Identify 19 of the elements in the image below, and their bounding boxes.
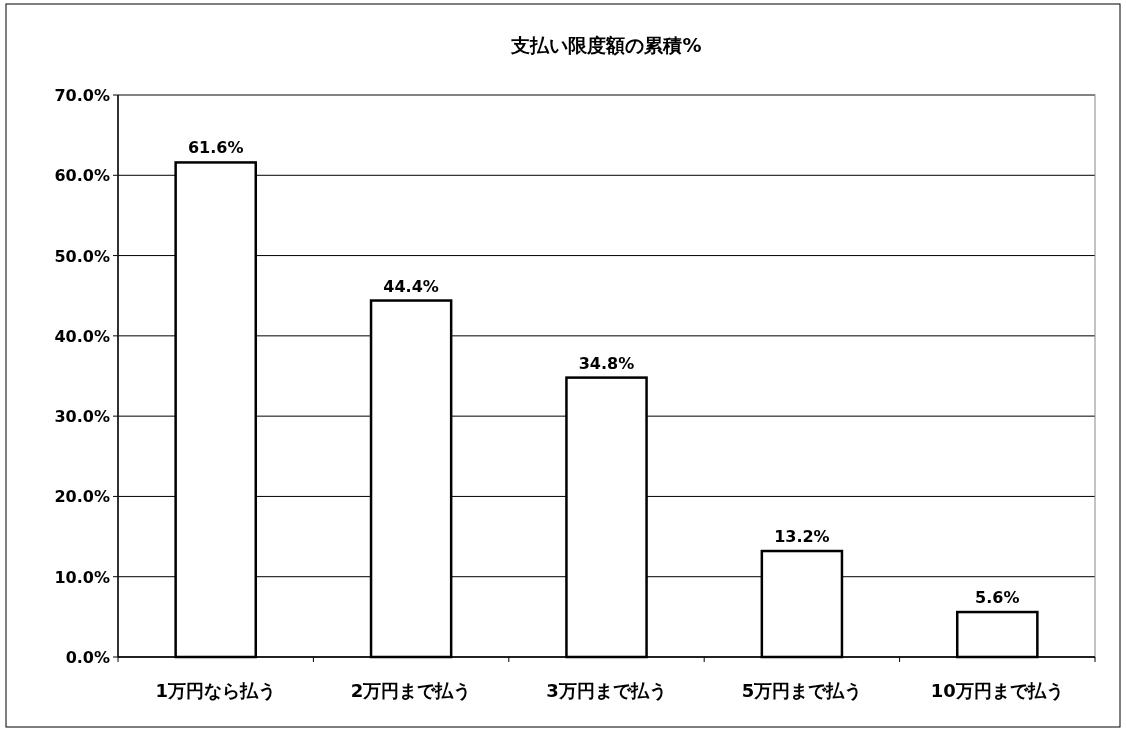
y-tick-label: 60.0% — [54, 166, 110, 186]
x-tick-label: 3万円まで払う — [546, 680, 667, 701]
y-tick-label: 0.0% — [65, 648, 110, 667]
x-tick-label: 2万円まで払う — [350, 680, 472, 701]
x-tick-label: 10万円まで払う — [930, 680, 1064, 701]
x-tick-label: 1万円なら払う — [155, 680, 276, 701]
y-tick-label: 20.0% — [54, 487, 110, 507]
y-tick-label: 10.0% — [54, 567, 110, 587]
data-label: 61.6% — [187, 138, 244, 158]
data-label: 5.6% — [975, 588, 1020, 608]
y-tick-label: 40.0% — [54, 326, 110, 346]
x-tick-label: 5万円まで払う — [741, 680, 863, 701]
data-label: 13.2% — [774, 527, 830, 547]
y-tick-label: 50.0% — [54, 246, 110, 266]
data-label: 44.4% — [383, 276, 439, 296]
y-tick-label: 30.0% — [54, 407, 110, 427]
data-label: 34.8% — [578, 353, 635, 373]
chart-title: 支払い限度額の累積% — [510, 34, 702, 56]
y-tick-label: 70.0% — [54, 86, 110, 105]
